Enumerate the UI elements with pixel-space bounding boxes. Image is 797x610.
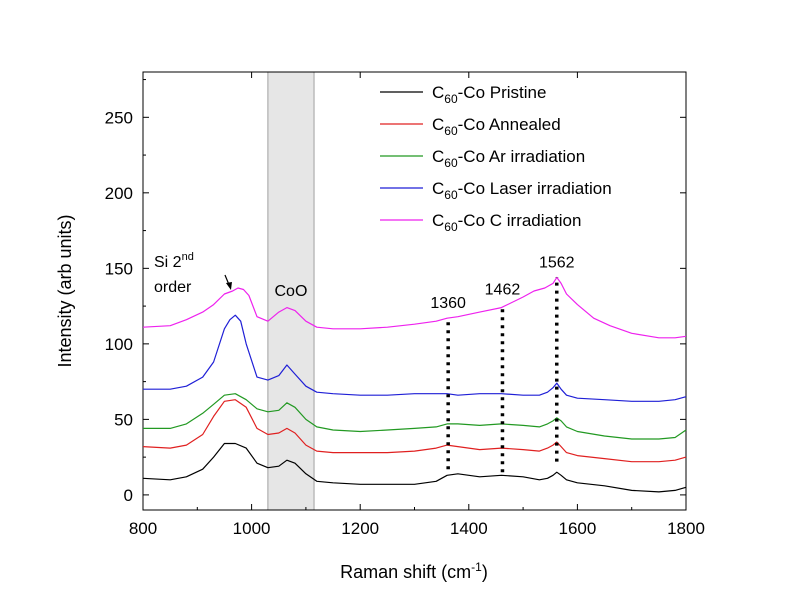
coo-band bbox=[267, 71, 315, 511]
legend-subscript: 60 bbox=[444, 156, 458, 170]
legend-subscript: 60 bbox=[444, 220, 458, 234]
y-tick-label: 250 bbox=[105, 108, 133, 127]
legend-subscript: 60 bbox=[444, 188, 458, 202]
legend-subscript: 60 bbox=[444, 92, 458, 106]
legend-prefix: C bbox=[432, 147, 444, 166]
legend-label-2: C60-Co Ar irradiation bbox=[432, 147, 585, 170]
peak-markers: 1360 1462 1562 bbox=[430, 254, 575, 473]
y-axis-ticks: 0 50 100 150 200 250 bbox=[105, 79, 686, 505]
si-annotation-text: Si 2 bbox=[154, 254, 182, 271]
legend-prefix: C bbox=[432, 115, 444, 134]
series-lines bbox=[142, 276, 687, 493]
legend-prefix: C bbox=[432, 179, 444, 198]
peak-marker-label: 1562 bbox=[539, 254, 575, 271]
x-axis-ticks: 800 1000 1200 1400 1600 1800 bbox=[129, 72, 705, 538]
series-line-2 bbox=[143, 393, 687, 440]
y-tick-label: 100 bbox=[105, 335, 133, 354]
series-line-1 bbox=[142, 399, 687, 463]
si-annotation-sup: nd bbox=[182, 251, 194, 263]
x-tick-label: 1000 bbox=[233, 519, 271, 538]
legend-label-3: C60-Co Laser irradiation bbox=[432, 179, 612, 202]
y-tick-label: 50 bbox=[114, 410, 133, 429]
legend-suffix: -Co Pristine bbox=[458, 83, 547, 102]
series-line-3 bbox=[143, 314, 687, 402]
x-tick-label: 1200 bbox=[341, 519, 379, 538]
si-annotation-line2: order bbox=[154, 279, 192, 296]
x-axis-label: Raman shift (cm-1) bbox=[340, 560, 488, 582]
y-tick-label: 0 bbox=[124, 486, 133, 505]
series-line-0 bbox=[142, 442, 687, 493]
coo-band-label: CoO bbox=[275, 283, 308, 300]
x-axis-label-text: Raman shift (cm bbox=[340, 562, 471, 582]
x-tick-label: 1400 bbox=[450, 519, 488, 538]
legend-prefix: C bbox=[432, 83, 444, 102]
legend-label-1: C60-Co Annealed bbox=[432, 115, 561, 138]
legend-prefix: C bbox=[432, 211, 444, 230]
x-tick-label: 1800 bbox=[667, 519, 705, 538]
y-axis-label: Intensity (arb units) bbox=[55, 214, 75, 367]
x-tick-label: 800 bbox=[129, 519, 157, 538]
peak-marker-label: 1360 bbox=[430, 295, 466, 312]
si-arrowhead bbox=[225, 282, 232, 290]
legend-label-4: C60-Co C irradiation bbox=[432, 211, 581, 234]
y-tick-label: 150 bbox=[105, 259, 133, 278]
legend-suffix: -Co C irradiation bbox=[458, 211, 582, 230]
legend-suffix: -Co Ar irradiation bbox=[458, 147, 586, 166]
y-tick-label: 200 bbox=[105, 184, 133, 203]
legend-label-0: C60-Co Pristine bbox=[432, 83, 546, 106]
legend-subscript: 60 bbox=[444, 124, 458, 138]
legend-suffix: -Co Laser irradiation bbox=[458, 179, 612, 198]
series-line-4 bbox=[142, 276, 687, 339]
x-axis-label-sup: -1 bbox=[471, 560, 482, 574]
legend-suffix: -Co Annealed bbox=[458, 115, 561, 134]
x-tick-label: 1600 bbox=[558, 519, 596, 538]
peak-marker-label: 1462 bbox=[485, 282, 521, 299]
x-axis-label-end: ) bbox=[482, 562, 488, 582]
si-annotation-line1: Si 2nd bbox=[154, 251, 194, 271]
